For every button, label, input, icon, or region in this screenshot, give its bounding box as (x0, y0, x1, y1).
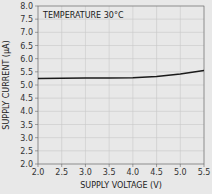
y-tick-label: 6.0 (20, 55, 33, 64)
x-tick (85, 164, 86, 167)
x-tick-label: 2.5 (55, 168, 68, 177)
y-grid-line (38, 71, 204, 72)
x-axis-label: SUPPLY VOLTAGE (V) (80, 181, 162, 190)
x-tick (61, 164, 62, 167)
x-tick (38, 164, 39, 167)
y-tick (35, 124, 38, 125)
y-tick-label: 7.5 (20, 15, 33, 24)
y-grid-line (38, 150, 204, 151)
ticks: 2.0 2.5 3.0 3.5 4.0 4.5 5.0 5.5 2.0 2.5 3.0 3.5 4.0 4… (20, 2, 210, 177)
y-tick-label: 4.5 (20, 94, 33, 103)
y-grid-line (38, 32, 204, 33)
y-grid-line (38, 85, 204, 86)
x-tick-label: 5.5 (198, 168, 211, 177)
y-tick-label: 3.5 (20, 121, 33, 130)
y-tick (35, 111, 38, 112)
y-tick (35, 19, 38, 20)
y-tick (35, 58, 38, 59)
y-tick-label: 3.0 (20, 134, 33, 143)
x-tick-label: 3.0 (79, 168, 92, 177)
y-tick-label: 5.5 (20, 68, 33, 77)
y-tick-label: 5.0 (20, 81, 33, 90)
y-grid-line (38, 58, 204, 59)
plot-background (38, 6, 204, 164)
y-grid-line (38, 98, 204, 99)
y-tick-label: 8.0 (20, 2, 33, 11)
y-tick (35, 6, 38, 7)
annotation: TEMPERATURE 30°C (42, 11, 124, 20)
y-grid-line (38, 45, 204, 46)
series (38, 71, 204, 79)
x-tick-label: 2.0 (32, 168, 45, 177)
y-tick-label: 6.5 (20, 42, 33, 51)
y-grid-line (38, 111, 204, 112)
x-tick (204, 164, 205, 167)
x-tick (156, 164, 157, 167)
grid (38, 6, 204, 164)
x-tick (180, 164, 181, 167)
plot-frame (38, 6, 204, 164)
y-tick (35, 150, 38, 151)
x-tick (109, 164, 110, 167)
y-tick (35, 98, 38, 99)
y-tick-label: 2.0 (20, 160, 33, 169)
chart-container: 2.0 2.5 3.0 3.5 4.0 4.5 5.0 5.5 2.0 2.5 3.0 3.5 4.0 4… (0, 0, 212, 194)
y-grid-line (38, 124, 204, 125)
y-tick (35, 85, 38, 86)
y-tick (35, 164, 38, 165)
y-tick (35, 32, 38, 33)
y-grid-line (38, 137, 204, 138)
y-tick (35, 137, 38, 138)
y-axis-label: SUPPLY CURRENT (μA) (2, 40, 11, 129)
chart: 2.0 2.5 3.0 3.5 4.0 4.5 5.0 5.5 2.0 2.5 3.0 3.5 4.0 4… (0, 0, 212, 194)
y-tick-label: 2.5 (20, 147, 33, 156)
x-tick-label: 3.5 (103, 168, 116, 177)
y-tick (35, 71, 38, 72)
line (38, 71, 204, 79)
x-tick-label: 5.0 (174, 168, 187, 177)
x-tick (132, 164, 133, 167)
x-tick-label: 4.5 (150, 168, 163, 177)
y-tick (35, 45, 38, 46)
x-tick-label: 4.0 (126, 168, 139, 177)
y-tick-label: 4.0 (20, 107, 33, 116)
y-tick-label: 7.0 (20, 28, 33, 37)
